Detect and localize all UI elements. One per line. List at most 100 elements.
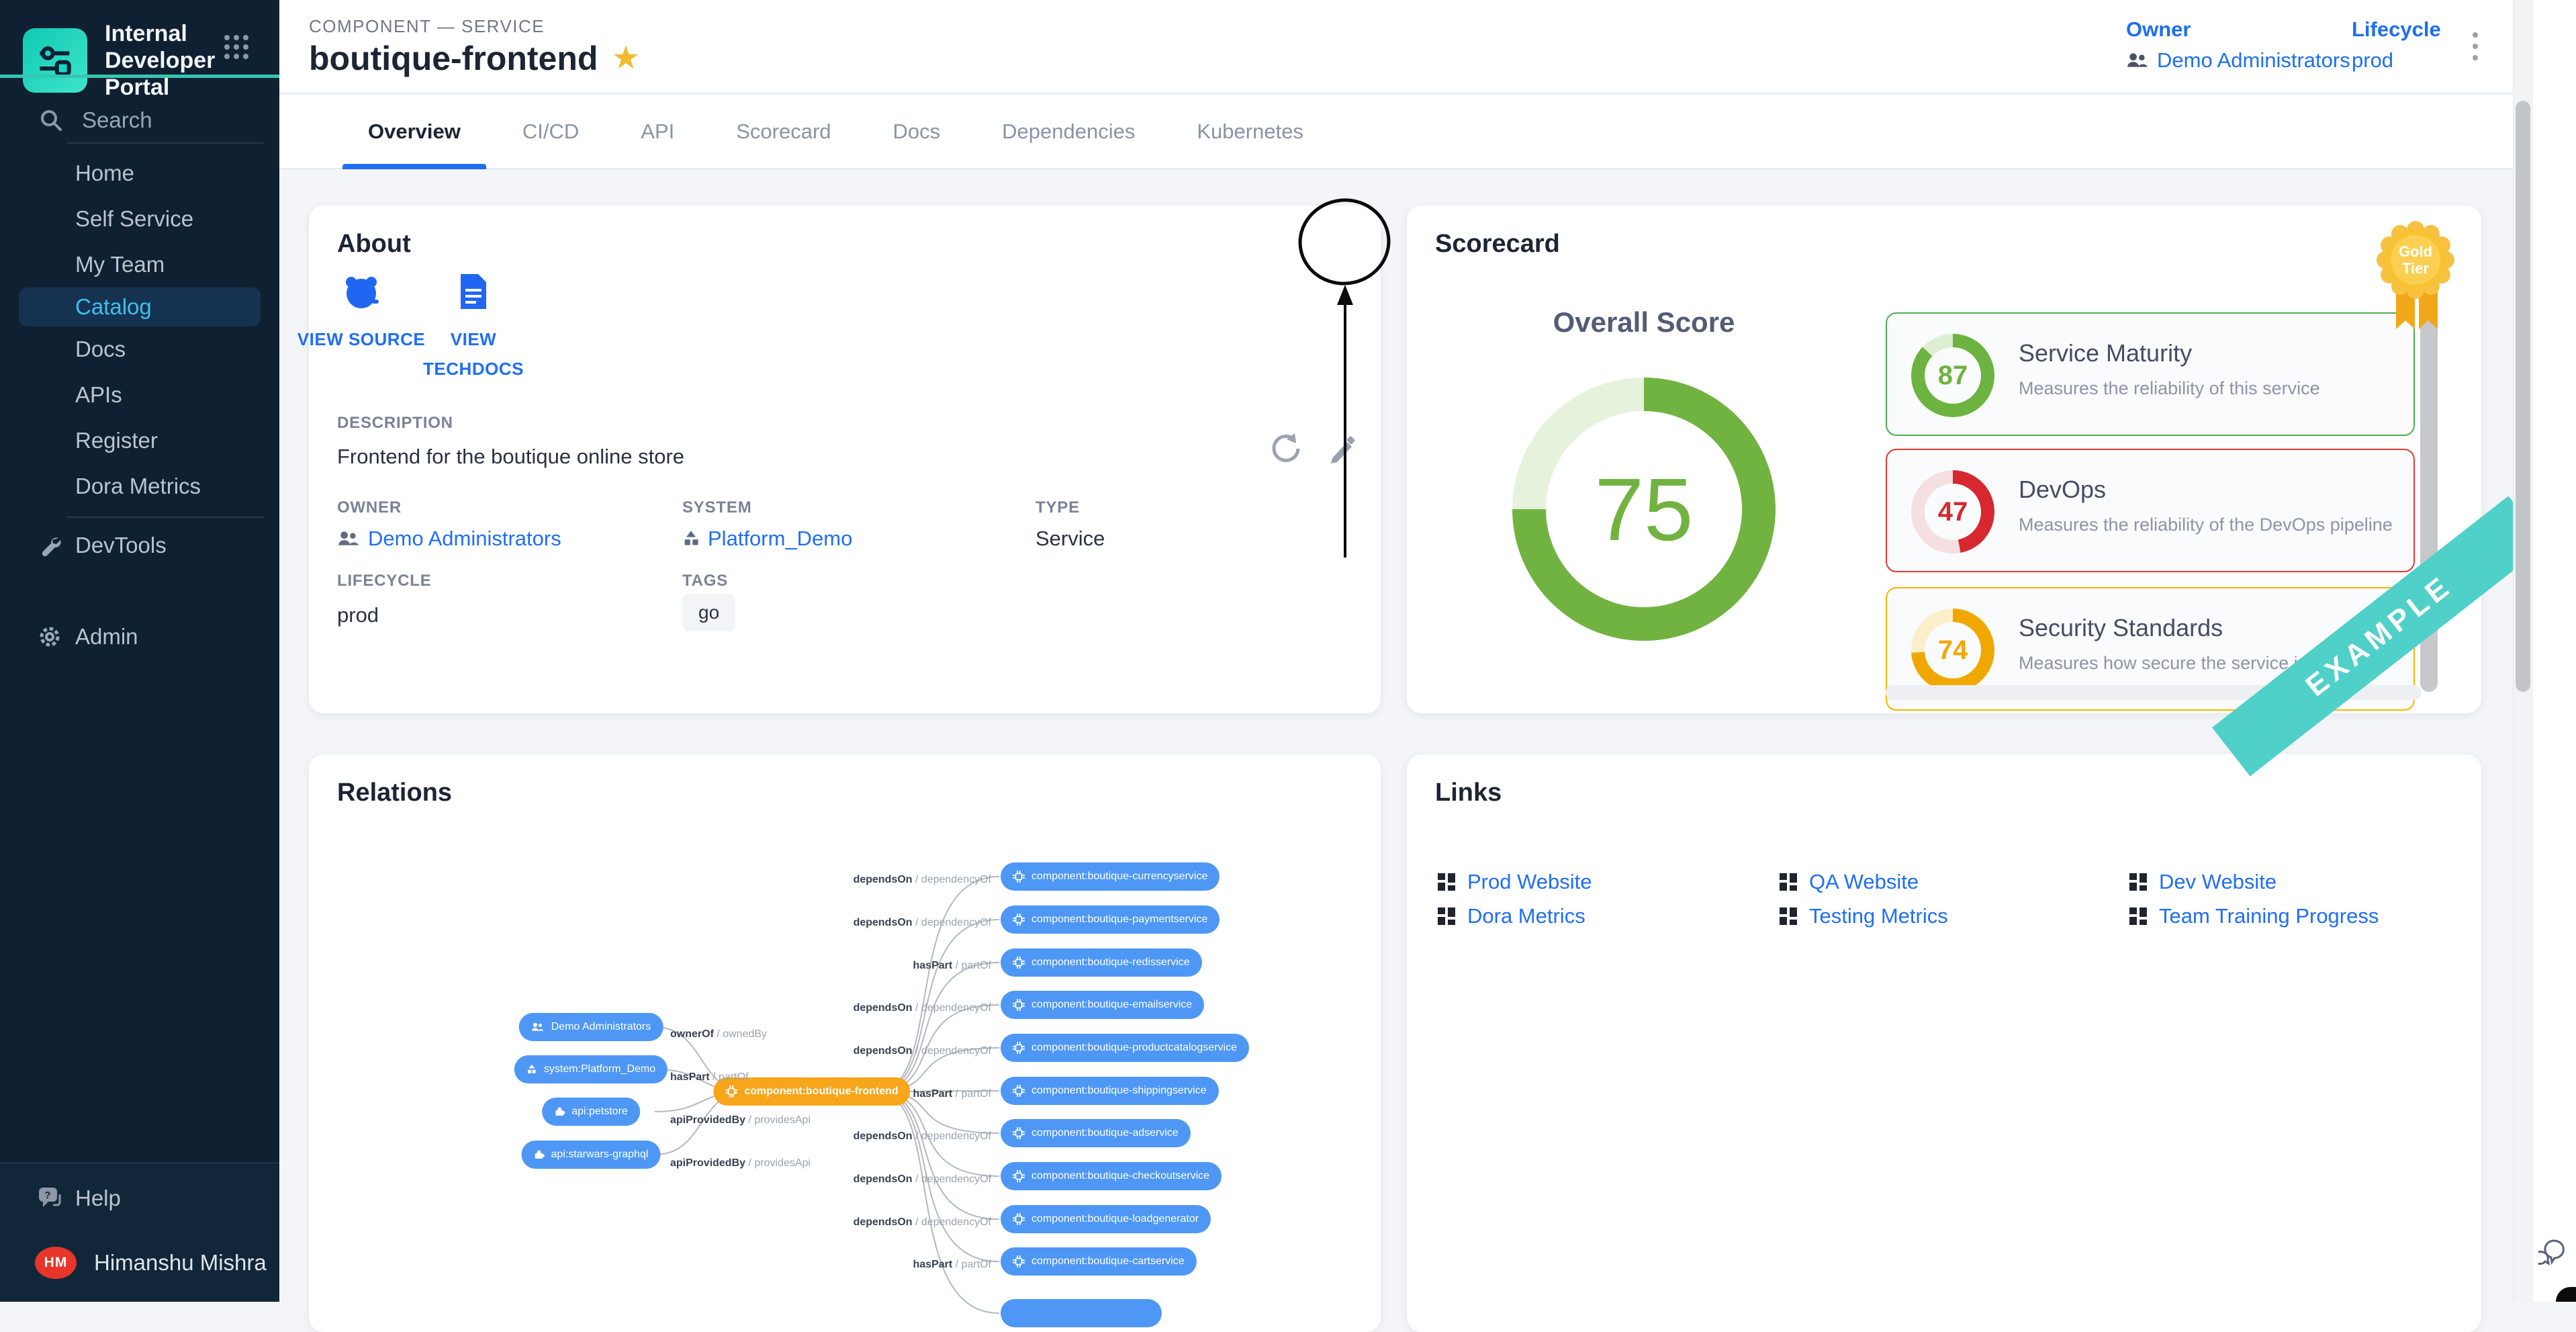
api-icon <box>534 1149 545 1160</box>
link-qa-website[interactable]: QA Website <box>1778 870 1919 894</box>
lifecycle-field-label: LIFECYCLE <box>337 572 432 590</box>
links-card: Links Prod Website QA Website Dev Websit… <box>1407 754 2481 1332</box>
graph-node-system-platform-demo[interactable]: system:Platform_Demo <box>514 1055 668 1083</box>
right-edge-strip <box>2533 0 2576 1302</box>
graph-node-component-boutique-adservice[interactable]: component:boutique-adservice <box>1001 1119 1191 1147</box>
score-description: Measures how secure the service is <box>2019 653 2307 674</box>
chip-icon <box>1013 1255 1025 1268</box>
link-dora-metrics[interactable]: Dora Metrics <box>1436 904 1585 928</box>
chip-icon <box>1013 914 1025 926</box>
graph-node-component-boutique-paymentservice[interactable]: component:boutique-paymentservice <box>1001 905 1220 934</box>
tab-overview[interactable]: Overview <box>337 95 492 168</box>
owner-field-link[interactable]: Demo Administrators <box>337 527 561 551</box>
edge-label: apiProvidedBy / providesApi <box>670 1157 811 1169</box>
link-dev-website[interactable]: Dev Website <box>2128 870 2276 894</box>
graph-node-demo-administrators[interactable]: Demo Administrators <box>519 1013 663 1041</box>
tab-docs[interactable]: Docs <box>862 95 972 168</box>
tab-api[interactable]: API <box>610 95 705 168</box>
overall-score-value: 75 <box>1595 459 1694 560</box>
about-card: About VIEW SOURCE VIEW TECHDOCS DESCRIPT… <box>309 206 1381 713</box>
sidebar-item-my-team[interactable]: My Team <box>0 242 279 287</box>
score-ring: 87 <box>1911 334 1994 417</box>
system-field-link[interactable]: Platform_Demo <box>682 527 852 551</box>
scorecard-item-devops[interactable]: 47 DevOps Measures the reliability of th… <box>1886 449 2415 572</box>
tab-kubernetes[interactable]: Kubernetes <box>1166 95 1334 168</box>
sidebar-item-home[interactable]: Home <box>0 150 279 196</box>
sidebar-item-docs[interactable]: Docs <box>0 326 279 372</box>
score-description: Measures the reliability of the DevOps p… <box>2019 515 2393 535</box>
description-value: Frontend for the boutique online store <box>337 445 684 469</box>
chip-icon <box>1013 957 1025 969</box>
edge-label: dependsOn / dependencyOf <box>770 917 991 929</box>
edge-label: dependsOn / dependencyOf <box>770 1130 991 1143</box>
sidebar-item-apis[interactable]: APIs <box>0 372 279 418</box>
graph-node-component-boutique-loadgenerator[interactable]: component:boutique-loadgenerator <box>1001 1205 1211 1233</box>
sidebar-search[interactable]: Search <box>0 98 279 142</box>
api-icon <box>554 1106 565 1117</box>
graph-node-api-starwars-graphql[interactable]: api:starwars-graphql <box>522 1141 661 1169</box>
app-logo-icon <box>23 28 87 93</box>
sidebar-item-help[interactable]: ? Help <box>0 1177 279 1220</box>
scorecard-item-service-maturity[interactable]: 87 Service Maturity Measures the reliabi… <box>1886 312 2415 436</box>
sidebar-nav: HomeSelf ServiceMy TeamCatalogDocsAPIsRe… <box>0 150 279 509</box>
more-options-icon[interactable] <box>2467 27 2483 66</box>
graph-node-component-boutique-checkoutservice[interactable]: component:boutique-checkoutservice <box>1001 1162 1222 1190</box>
chip-icon <box>1013 1170 1025 1182</box>
graph-node-component-boutique-cartservice[interactable]: component:boutique-cartservice <box>1001 1247 1197 1276</box>
chip-icon <box>1013 1085 1025 1097</box>
edit-pencil-icon[interactable] <box>1327 431 1359 467</box>
scorecard-card: Scorecard Overall Score 75 87 Service Ma… <box>1407 206 2481 713</box>
score-name: Security Standards <box>2019 614 2223 642</box>
link-team-training-progress[interactable]: Team Training Progress <box>2128 904 2379 928</box>
chip-icon <box>1013 871 1025 883</box>
view-techdocs-button[interactable]: VIEW TECHDOCS <box>400 273 547 384</box>
graph-node-component-boutique-shippingservice[interactable]: component:boutique-shippingservice <box>1001 1077 1219 1105</box>
favorite-star-icon[interactable]: ★ <box>611 42 640 75</box>
type-field-value: Service <box>1036 527 1105 551</box>
breadcrumb: COMPONENT — SERVICE <box>309 16 545 37</box>
edge-label: hasPart / partOf <box>670 1071 749 1083</box>
owner-link[interactable]: Demo Administrators <box>2126 48 2350 73</box>
tab-ci-cd[interactable]: CI/CD <box>492 95 610 168</box>
page-scrollbar-thumb[interactable] <box>2516 101 2530 692</box>
group-icon <box>531 1022 545 1032</box>
sidebar-item-admin[interactable]: Admin <box>0 615 279 658</box>
graph-node-api-petstore[interactable]: api:petstore <box>542 1098 640 1126</box>
sidebar-item-register[interactable]: Register <box>0 418 279 463</box>
tab-dependencies[interactable]: Dependencies <box>971 95 1166 168</box>
header-lifecycle: Lifecycle prod <box>2352 17 2441 73</box>
links-title: Links <box>1435 779 1502 807</box>
tag-chip[interactable]: go <box>682 594 735 631</box>
sidebar-item-dora-metrics[interactable]: Dora Metrics <box>0 463 279 509</box>
edge-label: hasPart / partOf <box>770 1088 991 1100</box>
tags-field-label: TAGS <box>682 572 728 590</box>
sidebar-item-self-service[interactable]: Self Service <box>0 196 279 242</box>
scorecard-title: Scorecard <box>1435 230 1560 259</box>
graph-node-component-boutique-emailservice[interactable]: component:boutique-emailservice <box>1001 991 1204 1019</box>
sidebar-item-catalog[interactable]: Catalog <box>19 287 261 326</box>
graph-node-partial[interactable] <box>1001 1299 1162 1327</box>
link-testing-metrics[interactable]: Testing Metrics <box>1778 904 1948 928</box>
score-value: 74 <box>1938 635 1968 666</box>
user-avatar: HM <box>35 1247 77 1279</box>
owner-field-label: OWNER <box>337 498 402 517</box>
graph-node-component-boutique-productcatalogservice[interactable]: component:boutique-productcatalogservice <box>1001 1034 1249 1062</box>
link-prod-website[interactable]: Prod Website <box>1436 870 1592 894</box>
apps-grid-icon[interactable] <box>224 35 248 59</box>
tab-scorecard[interactable]: Scorecard <box>705 95 862 168</box>
description-label: DESCRIPTION <box>337 414 453 433</box>
score-description: Measures the reliability of this service <box>2019 378 2320 399</box>
overall-score-label: Overall Score <box>1510 306 1778 339</box>
graph-node-component-boutique-redisservice[interactable]: component:boutique-redisservice <box>1001 948 1202 977</box>
lifecycle-field-value: prod <box>337 603 379 627</box>
feedback-chat-icon[interactable] <box>2538 1235 2571 1270</box>
graph-node-component-boutique-currencyservice[interactable]: component:boutique-currencyservice <box>1001 862 1220 891</box>
type-field-label: TYPE <box>1036 498 1080 517</box>
wrench-icon <box>38 533 62 558</box>
user-menu[interactable]: HM Himanshu Mishra <box>0 1237 279 1288</box>
svg-text:?: ? <box>44 1190 50 1201</box>
relations-card: Relations component:boutique-frontendDem… <box>309 754 1381 1332</box>
refresh-icon[interactable] <box>1268 431 1303 470</box>
sidebar-item-devtools[interactable]: DevTools <box>0 524 279 567</box>
svg-text:Tier: Tier <box>2402 260 2429 277</box>
